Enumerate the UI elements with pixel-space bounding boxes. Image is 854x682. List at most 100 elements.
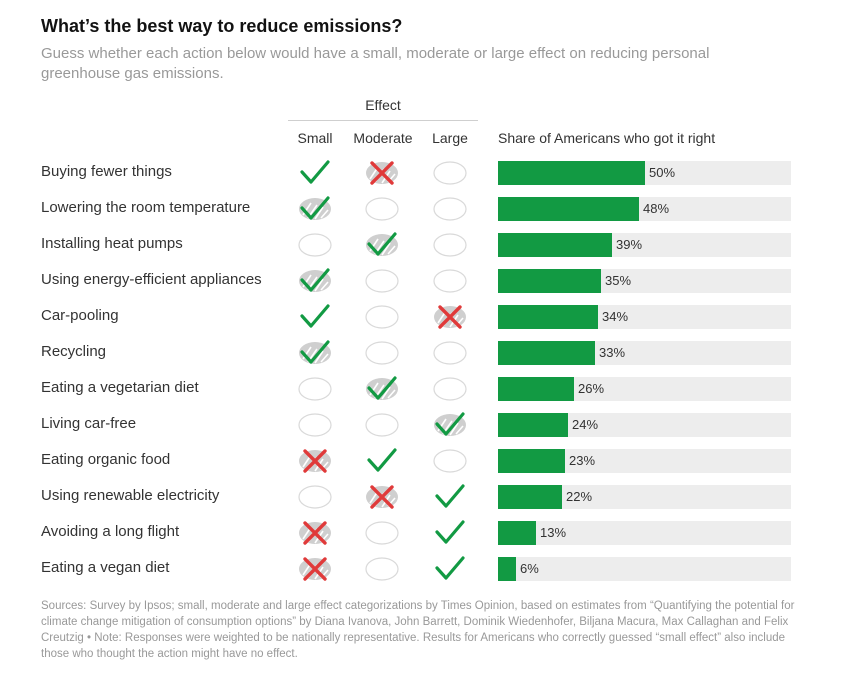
table-row: Lowering the room temperature 48% xyxy=(0,191,854,227)
bar-value-label: 26% xyxy=(578,381,605,396)
bar-value-label: 23% xyxy=(569,453,596,468)
answer-check-icon xyxy=(300,268,330,292)
answer-check-icon xyxy=(300,196,330,220)
answer-icon xyxy=(435,484,465,508)
answer-cell-large[interactable] xyxy=(430,551,470,587)
answer-icon xyxy=(366,485,398,509)
cross-icon xyxy=(303,449,327,473)
empty-circle-icon xyxy=(365,269,399,293)
answer-cell-small[interactable] xyxy=(295,479,335,515)
answer-cell-moderate[interactable] xyxy=(362,407,402,443)
answer-cell-moderate[interactable] xyxy=(362,515,402,551)
answer-icon xyxy=(299,557,331,581)
bar-track: 50% xyxy=(498,161,791,185)
answer-cell-large[interactable] xyxy=(430,335,470,371)
bar xyxy=(498,305,598,329)
row-label: Eating a vegan diet xyxy=(41,559,170,576)
answer-cell-small[interactable] xyxy=(295,515,335,551)
table-row: Car-pooling 34% xyxy=(0,299,854,335)
answer-icon xyxy=(299,340,331,364)
answer-cell-moderate[interactable] xyxy=(362,191,402,227)
empty-circle-icon xyxy=(298,485,332,509)
answer-cell-small[interactable] xyxy=(295,155,335,191)
answer-cell-small[interactable] xyxy=(295,191,335,227)
bar xyxy=(498,413,568,437)
table-row: Avoiding a long flight 13% xyxy=(0,515,854,551)
table-row: Buying fewer things 50% xyxy=(0,155,854,191)
bar xyxy=(498,341,595,365)
empty-circle-icon xyxy=(365,305,399,329)
answer-cell-moderate[interactable] xyxy=(362,263,402,299)
answer-cell-large[interactable] xyxy=(430,191,470,227)
bar-track: 6% xyxy=(498,557,791,581)
row-label: Eating a vegetarian diet xyxy=(41,379,199,396)
column-label-small: Small xyxy=(297,130,333,146)
answer-cell-small[interactable] xyxy=(295,407,335,443)
answer-cell-large[interactable] xyxy=(430,407,470,443)
answer-icon xyxy=(434,305,466,329)
bar-track: 33% xyxy=(498,341,791,365)
empty-circle-icon xyxy=(365,197,399,221)
row-label: Lowering the room temperature xyxy=(41,199,251,216)
check-icon xyxy=(435,484,465,508)
answer-cell-moderate[interactable] xyxy=(362,227,402,263)
bar-track: 48% xyxy=(498,197,791,221)
answer-cell-small[interactable] xyxy=(295,335,335,371)
bar xyxy=(498,557,516,581)
answer-cell-large[interactable] xyxy=(430,515,470,551)
bar xyxy=(498,233,612,257)
answer-icon xyxy=(299,449,331,473)
row-label: Living car-free xyxy=(41,415,137,432)
row-label: Buying fewer things xyxy=(41,163,172,180)
table-row: Using renewable electricity 22% xyxy=(0,479,854,515)
table-row: Installing heat pumps 39% xyxy=(0,227,854,263)
answer-cell-small[interactable] xyxy=(295,443,335,479)
bar-value-label: 6% xyxy=(520,561,539,576)
answer-cell-moderate[interactable] xyxy=(362,443,402,479)
answer-cell-small[interactable] xyxy=(295,551,335,587)
check-icon xyxy=(367,448,397,472)
answer-icon xyxy=(299,268,331,292)
answer-cell-large[interactable] xyxy=(430,479,470,515)
table-row: Living car-free 24% xyxy=(0,407,854,443)
answer-cell-moderate[interactable] xyxy=(362,551,402,587)
answer-icon xyxy=(299,521,331,545)
check-icon xyxy=(435,556,465,580)
bar-value-label: 35% xyxy=(605,273,632,288)
answer-icon xyxy=(367,448,397,472)
answer-check-icon xyxy=(367,376,397,400)
answer-cell-moderate[interactable] xyxy=(362,479,402,515)
answer-cell-large[interactable] xyxy=(430,443,470,479)
answer-cell-small[interactable] xyxy=(295,299,335,335)
check-icon xyxy=(435,520,465,544)
bar-value-label: 34% xyxy=(602,309,629,324)
answer-cell-large[interactable] xyxy=(430,299,470,335)
answer-cell-large[interactable] xyxy=(430,263,470,299)
answer-cell-moderate[interactable] xyxy=(362,335,402,371)
answer-icon xyxy=(434,412,466,436)
answer-cell-moderate[interactable] xyxy=(362,155,402,191)
row-label: Eating organic food xyxy=(41,451,171,468)
answer-cell-small[interactable] xyxy=(295,371,335,407)
empty-circle-icon xyxy=(433,449,467,473)
answer-cell-moderate[interactable] xyxy=(362,371,402,407)
empty-circle-icon xyxy=(365,557,399,581)
bar-value-label: 22% xyxy=(566,489,593,504)
chart-title: What’s the best way to reduce emissions? xyxy=(41,16,403,36)
answer-cell-moderate[interactable] xyxy=(362,299,402,335)
answer-cell-large[interactable] xyxy=(430,227,470,263)
answer-cell-large[interactable] xyxy=(430,371,470,407)
answer-icon xyxy=(366,376,398,400)
cross-icon xyxy=(303,521,327,545)
bar-track: 39% xyxy=(498,233,791,257)
answer-cell-large[interactable] xyxy=(430,155,470,191)
answer-cell-small[interactable] xyxy=(295,263,335,299)
row-label: Installing heat pumps xyxy=(41,235,183,252)
table-row: Using energy-efficient appliances 35% xyxy=(0,263,854,299)
empty-circle-icon xyxy=(365,521,399,545)
empty-circle-icon xyxy=(433,341,467,365)
answer-check-icon xyxy=(300,340,330,364)
answer-cell-small[interactable] xyxy=(295,227,335,263)
empty-circle-icon xyxy=(365,341,399,365)
empty-circle-icon xyxy=(433,161,467,185)
